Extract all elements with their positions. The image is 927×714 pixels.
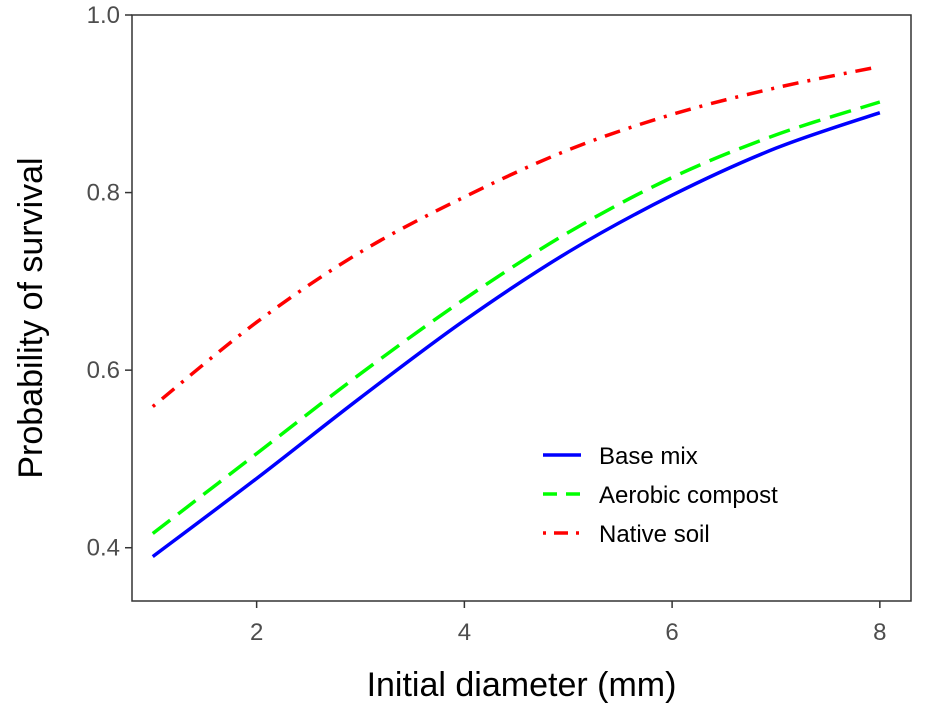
x-tick-label: 6 [665,619,678,646]
series-line-base-mix [151,111,881,559]
y-tick-label: 1.0 [87,2,120,29]
y-tick-label: 0.4 [87,535,120,562]
y-tick-label: 0.8 [87,180,120,207]
legend-label: Base mix [599,443,698,470]
legend-label: Aerobic compost [599,482,778,509]
x-axis: 2 4 6 8 [250,601,887,646]
x-axis-title: Initial diameter (mm) [367,666,677,704]
series-line-aerobic-compost [151,100,881,535]
y-axis-title: Probability of survival [12,157,50,478]
series-layer [151,64,881,559]
x-tick-label: 8 [873,619,886,646]
legend-label: Native soil [599,521,710,548]
plot-panel [131,14,912,602]
x-tick-label: 4 [458,619,471,646]
x-tick-label: 2 [250,619,263,646]
series-line-native-soil [151,64,881,408]
y-tick-label: 0.6 [87,357,120,384]
legend: Base mix Aerobic compost Native soil [543,443,778,548]
y-axis: 0.4 0.6 0.8 1.0 [87,2,132,562]
